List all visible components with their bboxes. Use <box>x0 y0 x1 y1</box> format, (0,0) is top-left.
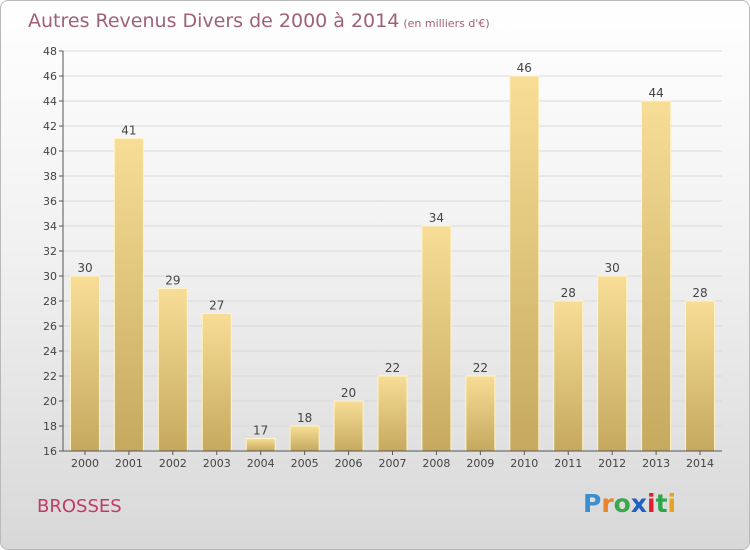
y-tick-label: 28 <box>43 295 57 308</box>
y-tick-label: 32 <box>43 245 57 258</box>
value-label: 22 <box>473 361 488 375</box>
y-tick-label: 40 <box>43 145 57 158</box>
bar-2000 <box>69 275 100 452</box>
bar-2004 <box>245 438 276 452</box>
logo-letter: i <box>647 489 656 518</box>
bar-2008 <box>421 225 452 452</box>
y-tick-label: 20 <box>43 395 57 408</box>
x-tick-label: 2013 <box>642 457 670 470</box>
bar-2005 <box>289 425 320 452</box>
y-tick-label: 22 <box>43 370 57 383</box>
value-label: 46 <box>517 61 532 75</box>
bar-2006 <box>333 400 364 452</box>
y-tick-label: 46 <box>43 70 57 83</box>
bar-2013 <box>641 100 672 452</box>
x-tick-label: 2009 <box>466 457 494 470</box>
x-tick-label: 2008 <box>422 457 450 470</box>
y-tick-label: 26 <box>43 320 57 333</box>
x-tick-label: 2007 <box>379 457 407 470</box>
x-tick-label: 2000 <box>71 457 99 470</box>
x-tick-label: 2003 <box>203 457 231 470</box>
value-label: 27 <box>209 299 224 313</box>
y-tick-label: 16 <box>43 445 57 458</box>
bar-2012 <box>597 275 628 452</box>
bar-2010 <box>509 75 540 452</box>
logo-letter: o <box>613 489 631 518</box>
y-tick-label: 38 <box>43 170 57 183</box>
bar-2003 <box>201 313 232 452</box>
y-tick-label: 44 <box>43 95 57 108</box>
value-label: 30 <box>77 261 92 275</box>
bar-2007 <box>377 375 408 452</box>
y-tick-label: 30 <box>43 270 57 283</box>
x-tick-label: 2010 <box>510 457 538 470</box>
proxiti-logo: Proxiti <box>583 489 676 518</box>
value-label: 17 <box>253 424 268 438</box>
x-tick-label: 2004 <box>247 457 275 470</box>
x-tick-label: 2011 <box>554 457 582 470</box>
commune-name: BROSSES <box>37 496 122 517</box>
y-tick-label: 48 <box>43 45 57 58</box>
logo-letter: r <box>601 489 614 518</box>
x-tick-label: 2012 <box>598 457 626 470</box>
value-label: 29 <box>165 274 180 288</box>
logo-letter: i <box>667 489 677 518</box>
y-tick-label: 34 <box>43 220 57 233</box>
logo-letter: x <box>630 489 647 518</box>
x-tick-label: 2006 <box>335 457 363 470</box>
y-tick-label: 42 <box>43 120 57 133</box>
x-tick-label: 2005 <box>291 457 319 470</box>
value-label: 41 <box>121 124 136 138</box>
y-tick-label: 24 <box>43 345 57 358</box>
value-label: 28 <box>561 286 576 300</box>
value-label: 22 <box>385 361 400 375</box>
y-tick-label: 18 <box>43 420 57 433</box>
x-tick-label: 2002 <box>159 457 187 470</box>
logo-letter: t <box>655 489 668 518</box>
logo-letter: P <box>583 489 602 518</box>
value-label: 20 <box>341 386 356 400</box>
value-label: 44 <box>648 86 663 100</box>
x-tick-label: 2014 <box>686 457 714 470</box>
chart-title: Autres Revenus Divers de 2000 à 2014 (en … <box>28 10 490 32</box>
bar-2001 <box>113 138 144 452</box>
value-label: 30 <box>605 261 620 275</box>
bar-2002 <box>157 288 188 452</box>
x-tick-label: 2001 <box>115 457 143 470</box>
bar-2011 <box>553 300 584 452</box>
value-label: 34 <box>429 211 444 225</box>
bar-2014 <box>685 300 716 452</box>
chart-subtitle: (en milliers d'€) <box>403 17 490 30</box>
bar-2009 <box>465 375 496 452</box>
value-label: 18 <box>297 411 312 425</box>
y-tick-label: 36 <box>43 195 57 208</box>
value-label: 28 <box>692 286 707 300</box>
